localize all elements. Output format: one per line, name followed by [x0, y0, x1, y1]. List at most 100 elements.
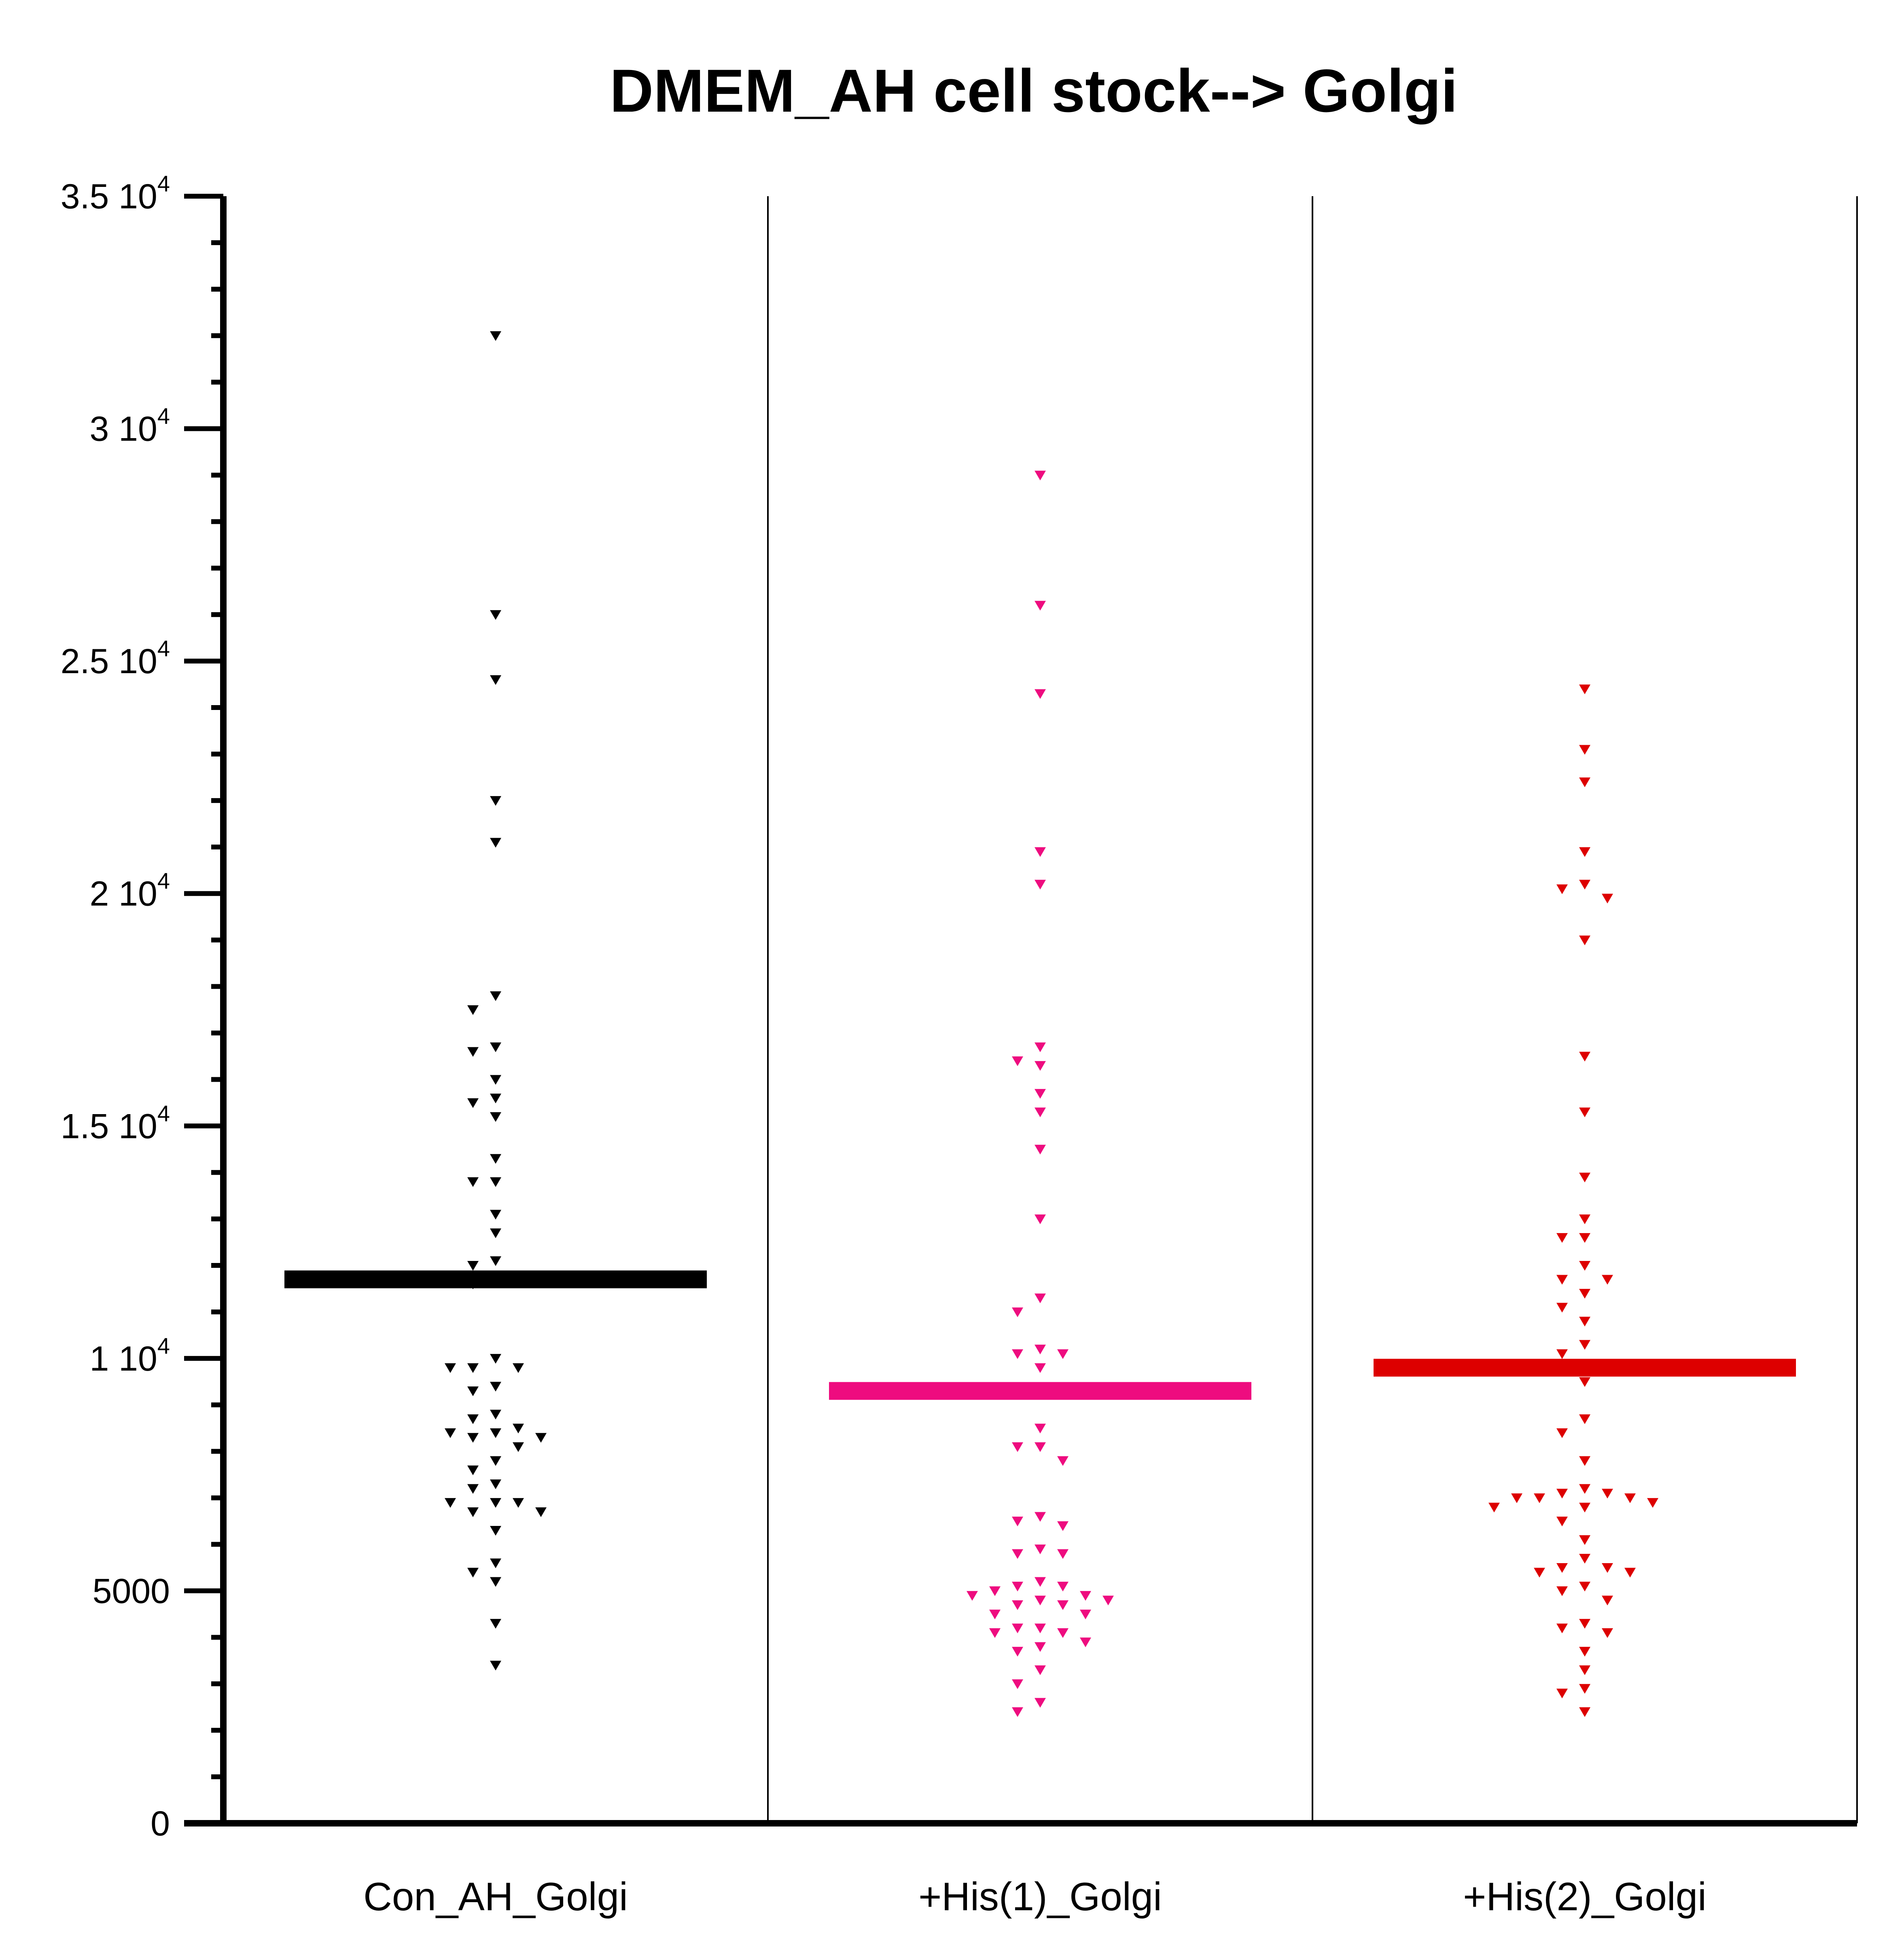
data-point	[490, 610, 501, 620]
data-point	[1035, 1042, 1046, 1052]
data-point	[1534, 1493, 1545, 1503]
data-point	[1556, 1303, 1568, 1313]
data-point	[467, 1433, 479, 1443]
data-point	[445, 1428, 456, 1438]
data-point	[490, 1075, 501, 1085]
data-point	[1579, 1665, 1590, 1675]
data-point	[1035, 1545, 1046, 1555]
x-category-label: Con_AH_Golgi	[363, 1874, 628, 1919]
data-point	[1012, 1600, 1023, 1610]
axes	[184, 196, 1857, 1827]
x-category-label: +His(1)_Golgi	[918, 1874, 1162, 1919]
data-point	[1624, 1493, 1636, 1503]
data-point	[490, 1042, 501, 1052]
data-point	[989, 1628, 1001, 1638]
data-point	[1602, 1563, 1613, 1573]
data-point	[1556, 1623, 1568, 1634]
data-point	[1579, 935, 1590, 945]
data-point	[1012, 1679, 1023, 1689]
data-point	[467, 1261, 479, 1271]
y-tick-label: 1 104	[89, 1333, 170, 1378]
data-point	[1035, 1596, 1046, 1606]
data-point	[1556, 1275, 1568, 1285]
data-point	[1035, 1442, 1046, 1452]
y-tick-label: 3.5 104	[61, 171, 170, 216]
data-point	[1035, 1577, 1046, 1587]
data-point	[490, 1112, 501, 1122]
data-point	[490, 331, 501, 341]
data-point	[1035, 1424, 1046, 1434]
data-point	[1579, 1535, 1590, 1545]
data-point	[1035, 1089, 1046, 1099]
data-point	[1035, 1061, 1046, 1071]
data-point	[1012, 1517, 1023, 1527]
mean-bar	[284, 1270, 707, 1288]
data-point	[467, 1568, 479, 1578]
data-point	[1579, 1456, 1590, 1466]
data-point	[1579, 1107, 1590, 1117]
data-point	[1579, 777, 1590, 787]
data-point	[1035, 1344, 1046, 1354]
data-point	[1012, 1307, 1023, 1317]
data-point	[490, 1558, 501, 1568]
data-point	[1035, 1665, 1046, 1675]
data-point	[1035, 1512, 1046, 1522]
data-point	[1556, 1349, 1568, 1359]
data-point	[490, 1177, 501, 1187]
data-point	[467, 1386, 479, 1396]
x-axis-labels: Con_AH_Golgi +His(1)_Golgi +His(2)_Golgi	[363, 1874, 1707, 1919]
data-point	[1057, 1600, 1069, 1610]
data-point	[967, 1591, 978, 1601]
data-point	[1080, 1609, 1091, 1619]
data-point	[513, 1498, 524, 1508]
data-point	[467, 1098, 479, 1108]
data-point	[1057, 1581, 1069, 1591]
data-point	[490, 1619, 501, 1629]
data-point	[490, 1526, 501, 1536]
data-point	[989, 1609, 1001, 1619]
data-point	[490, 1354, 501, 1364]
data-point	[1579, 1502, 1590, 1513]
data-point	[1556, 1563, 1568, 1573]
data-point	[1012, 1581, 1023, 1591]
data-point	[1035, 1623, 1046, 1634]
data-point	[445, 1498, 456, 1508]
data-point	[1579, 745, 1590, 755]
data-point	[1579, 1051, 1590, 1062]
data-point	[467, 1005, 479, 1015]
data-point	[490, 1093, 501, 1104]
data-point	[1624, 1568, 1636, 1578]
data-point	[490, 1428, 501, 1438]
data-point	[1579, 879, 1590, 890]
data-point	[490, 1210, 501, 1220]
chart-title: DMEM_AH cell stock--> Golgi	[610, 57, 1458, 125]
data-point	[490, 991, 501, 1001]
data-point	[1579, 1377, 1590, 1387]
data-point	[490, 1661, 501, 1671]
data-point	[467, 1507, 479, 1517]
y-tick-label: 2.5 104	[61, 636, 170, 681]
data-point	[1035, 689, 1046, 699]
data-point	[490, 1409, 501, 1420]
data-point	[467, 1177, 479, 1187]
data-point	[1602, 1275, 1613, 1285]
data-point	[1488, 1502, 1500, 1513]
data-point	[1556, 1689, 1568, 1699]
y-tick-label: 3 104	[89, 403, 170, 449]
data-point	[1602, 894, 1613, 904]
data-point	[490, 1256, 501, 1266]
data-point	[1080, 1591, 1091, 1601]
data-point	[513, 1424, 524, 1434]
data-point	[1012, 1349, 1023, 1359]
data-point	[1579, 1484, 1590, 1494]
data-point	[535, 1507, 547, 1517]
data-point	[1579, 1288, 1590, 1299]
data-point	[467, 1465, 479, 1475]
data-point	[1579, 1316, 1590, 1326]
data-point	[1057, 1628, 1069, 1638]
data-point	[1035, 601, 1046, 611]
data-point	[1102, 1596, 1114, 1606]
data-point	[467, 1414, 479, 1424]
data-point	[1035, 1642, 1046, 1652]
data-points	[445, 331, 1658, 1717]
